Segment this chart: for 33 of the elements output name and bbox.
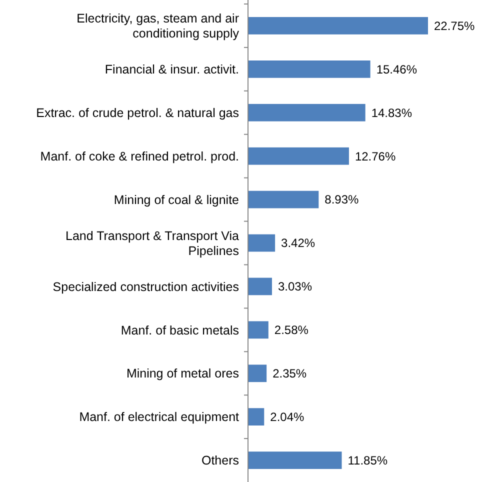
bar xyxy=(248,147,349,165)
bar xyxy=(248,104,366,122)
data-label: 8.93% xyxy=(324,192,360,207)
y-tick-label: Others xyxy=(201,454,239,468)
y-tick-label: Manf. of electrical equipment xyxy=(79,410,240,424)
y-tick-label: Financial & insur. activit. xyxy=(104,62,239,77)
data-label: 2.58% xyxy=(274,323,309,338)
bar xyxy=(248,278,272,296)
y-tick-label: Manf. of basic metals xyxy=(120,323,239,338)
bar xyxy=(248,452,342,469)
data-label: 11.85% xyxy=(348,453,388,468)
bar xyxy=(248,364,267,382)
y-tick-label: Extrac. of crude petrol. & natural gas xyxy=(36,106,239,120)
y-tick-label: Manf. of coke & refined petrol. prod. xyxy=(40,149,239,164)
y-tick-label: Specialized construction activities xyxy=(52,280,239,294)
bar xyxy=(248,60,370,78)
data-label: 2.35% xyxy=(272,366,307,381)
data-label: 22.75% xyxy=(434,18,476,33)
data-label: 3.42% xyxy=(281,236,316,250)
data-label: 15.46% xyxy=(376,62,418,76)
y-tick-label: Land Transport & Transport Via Pipelines xyxy=(66,228,240,258)
data-label: 12.76% xyxy=(354,149,396,164)
bar xyxy=(248,234,276,252)
bar xyxy=(248,408,264,426)
y-tick-label: Mining of coal & lignite xyxy=(114,192,240,207)
data-label: 14.83% xyxy=(371,106,412,120)
data-label: 2.04% xyxy=(270,410,304,424)
y-tick-label: Electricity, gas, steam and air conditioning supply xyxy=(76,12,240,41)
bar xyxy=(248,17,428,34)
bar xyxy=(248,321,268,339)
data-label: 3.03% xyxy=(278,280,312,294)
y-tick-label: Mining of metal ores xyxy=(126,366,239,381)
bar xyxy=(248,190,319,208)
